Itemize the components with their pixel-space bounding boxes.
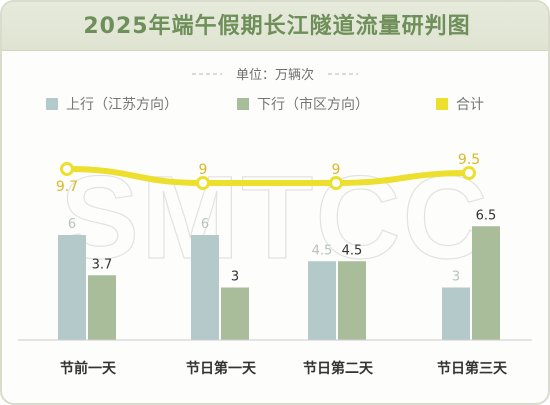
x-tick-label: 节日第一天 [186,360,257,377]
bar [191,235,219,340]
legend-label: 下行（市区方向） [257,96,369,113]
line-label: 9 [332,162,341,178]
total-line-path [64,166,472,187]
x-tick-label: 节日第二天 [303,360,374,377]
bar [338,261,366,340]
x-axis: 节前一天 节日第一天 节日第二天 节日第三天 [18,339,532,377]
data-label: 3.7 [92,257,113,272]
bar [221,287,249,340]
bar [88,275,116,340]
title-bar: 2025年端午假期长江隧道流量研判图 [2,2,548,51]
line-point [462,166,476,180]
line-point [329,176,343,190]
bar [472,226,500,340]
data-label: 3 [231,270,239,285]
total-line: 9.7 9 9 9.5 [56,152,480,195]
legend-swatch [237,98,249,110]
chart-title: 2025年端午假期长江隧道流量研判图 [83,14,471,39]
data-label: 6 [68,217,76,232]
legend-swatch [46,98,58,110]
bar [442,287,470,340]
data-label: 6 [201,217,209,232]
line-label: 9 [199,162,208,178]
line-label: 9.5 [458,152,480,168]
data-label: 3 [452,270,460,285]
line-point [196,176,210,190]
legend-swatch [436,98,448,110]
legend-label: 上行（江苏方向） [66,97,178,113]
unit-label: 单位：万辆次 [236,67,314,83]
data-label: 4.5 [342,243,363,258]
legend: 上行（江苏方向） 下行（市区方向） 合计 [46,96,484,113]
bars: 6 3.7 6 3 4.5 4.5 3 6.5 [58,208,500,340]
x-tick-label: 节日第三天 [437,360,508,377]
legend-label: 合计 [456,97,484,113]
data-label: 6.5 [476,208,497,223]
line-label: 9.7 [56,179,78,195]
x-tick-label: 节前一天 [60,360,117,377]
unit-label-group: 单位：万辆次 [192,67,358,83]
data-label: 4.5 [312,243,333,258]
bar [308,261,336,340]
line-point [60,162,74,176]
bar [58,235,86,340]
